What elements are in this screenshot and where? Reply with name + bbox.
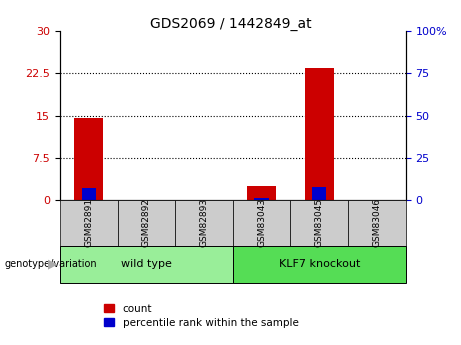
Bar xyxy=(175,200,233,246)
Text: GSM82893: GSM82893 xyxy=(200,198,208,247)
Bar xyxy=(233,200,290,246)
Text: genotype/variation: genotype/variation xyxy=(5,259,97,269)
Text: GSM83043: GSM83043 xyxy=(257,198,266,247)
Legend: count, percentile rank within the sample: count, percentile rank within the sample xyxy=(100,299,303,332)
Bar xyxy=(60,246,233,283)
Text: GSM82891: GSM82891 xyxy=(84,198,93,247)
Bar xyxy=(82,188,96,200)
Text: GDS2069 / 1442849_at: GDS2069 / 1442849_at xyxy=(150,17,311,31)
Bar xyxy=(247,186,276,200)
Text: GSM82892: GSM82892 xyxy=(142,198,151,247)
Text: wild type: wild type xyxy=(121,259,172,269)
Bar xyxy=(312,187,326,200)
Bar xyxy=(118,200,175,246)
Text: GSM83045: GSM83045 xyxy=(315,198,324,247)
Bar xyxy=(233,246,406,283)
Bar xyxy=(290,200,348,246)
Bar xyxy=(60,200,118,246)
Text: KLF7 knockout: KLF7 knockout xyxy=(278,259,360,269)
Bar xyxy=(254,198,269,200)
Bar xyxy=(348,200,406,246)
Text: GSM83046: GSM83046 xyxy=(372,198,381,247)
Text: ▶: ▶ xyxy=(48,258,58,271)
Bar xyxy=(305,68,334,200)
Bar xyxy=(74,118,103,200)
